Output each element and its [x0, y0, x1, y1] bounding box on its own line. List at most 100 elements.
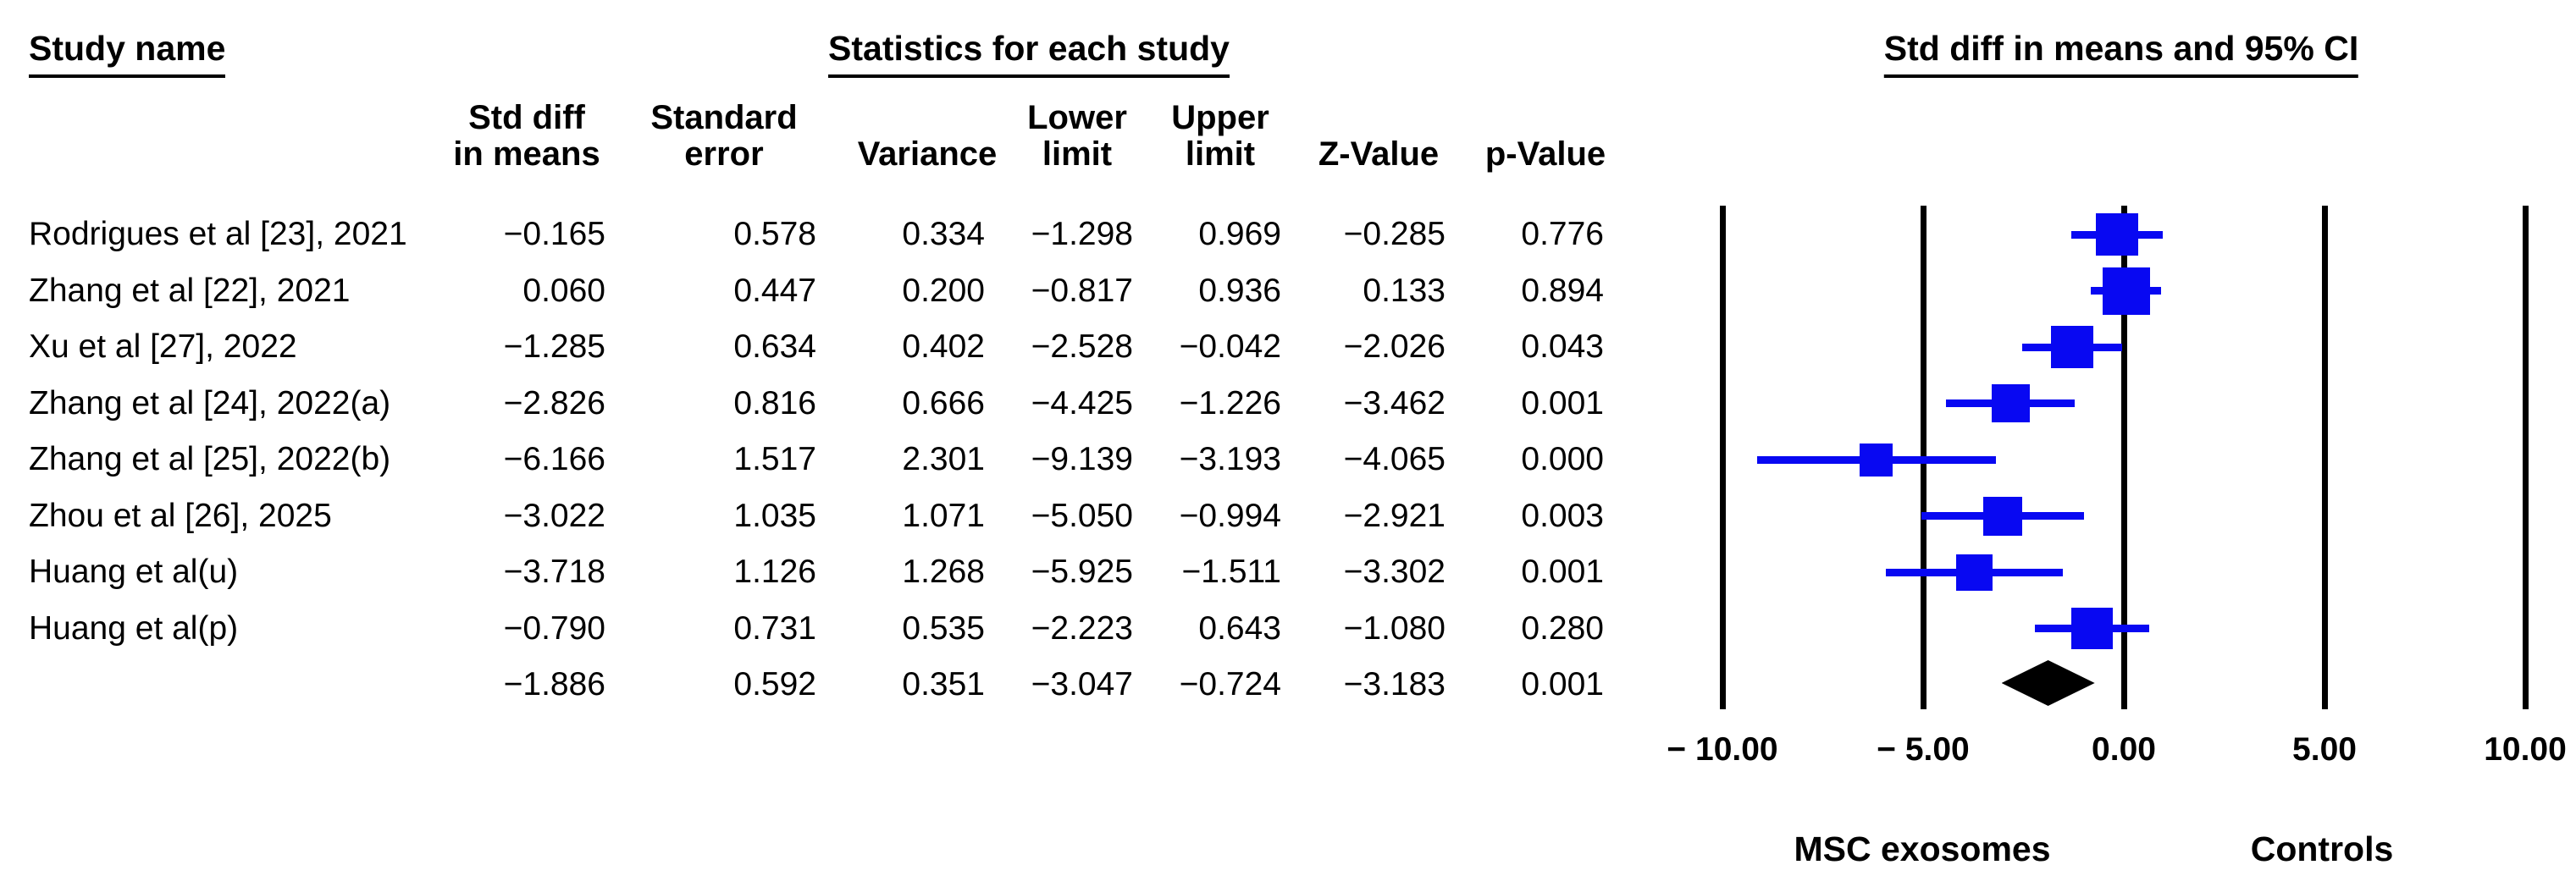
- column-header-line2: Z-Value: [1318, 135, 1440, 173]
- stat-value-cell: −3.462: [1343, 384, 1446, 421]
- column-header: Lower limit: [1027, 100, 1127, 173]
- column-header: p-Value: [1485, 136, 1606, 173]
- effect-size-square: [1956, 554, 1993, 591]
- column-header: Z-Value: [1318, 136, 1439, 173]
- stat-value-cell: −0.994: [1179, 497, 1281, 534]
- stat-value-cell: 0.060: [522, 272, 605, 309]
- ci-plot-title: Std diff in means and 95% CI: [1883, 29, 2359, 78]
- forest-gridline: [2522, 206, 2529, 709]
- stat-value-cell: −0.042: [1179, 328, 1281, 365]
- stat-value-cell: 0.043: [1521, 328, 1604, 365]
- stat-value-cell: −2.026: [1343, 328, 1446, 365]
- study-name-cell: Zhang et al [24], 2022(a): [29, 384, 391, 421]
- stat-value-cell: 0.535: [902, 609, 985, 647]
- stat-value-cell: −1.886: [503, 666, 605, 702]
- stat-value-cell: 0.816: [733, 384, 816, 421]
- stat-value-cell: 1.035: [733, 497, 816, 534]
- forest-gridline: [2321, 206, 2328, 709]
- study-name-cell: Huang et al(u): [29, 554, 239, 590]
- stat-value-cell: −0.724: [1179, 666, 1281, 702]
- stat-value-cell: −6.166: [503, 441, 605, 477]
- summary-diamond: [2001, 660, 2095, 706]
- stat-value-cell: 2.301: [902, 441, 985, 477]
- stat-value-cell: 0.731: [733, 609, 816, 647]
- stat-value-cell: −3.022: [503, 497, 605, 534]
- column-header-line2: limit: [1185, 135, 1256, 173]
- effect-size-square: [2051, 326, 2094, 368]
- column-header: Standard error: [650, 100, 797, 173]
- stat-value-cell: 0.001: [1521, 384, 1604, 421]
- stat-value-cell: −0.165: [503, 216, 605, 252]
- stat-value-cell: −0.285: [1343, 216, 1446, 252]
- stat-value-cell: −0.790: [503, 609, 605, 647]
- stat-value-cell: 0.001: [1521, 554, 1604, 590]
- column-header-line1: Std diff: [468, 99, 585, 136]
- column-header: Std diff in means: [453, 100, 600, 173]
- stat-value-cell: 1.268: [902, 554, 985, 590]
- study-name-cell: Zhang et al [22], 2021: [29, 272, 351, 309]
- stat-value-cell: −1.298: [1031, 216, 1133, 252]
- stat-value-cell: −3.302: [1343, 554, 1446, 590]
- study-name-cell: Rodrigues et al [23], 2021: [29, 216, 407, 252]
- statistics-section-title: Statistics for each study: [828, 29, 1230, 78]
- effect-size-square: [1982, 496, 2022, 536]
- stat-value-cell: 0.634: [733, 328, 816, 365]
- stat-value-cell: 1.126: [733, 554, 816, 590]
- stat-value-cell: 0.643: [1198, 609, 1281, 647]
- group-label-msc-exosomes: MSC exosomes: [1794, 829, 2051, 868]
- column-header-line2: p-Value: [1484, 135, 1606, 173]
- stat-value-cell: 0.578: [733, 216, 816, 252]
- stat-value-cell: −5.925: [1031, 554, 1133, 590]
- stat-value-cell: 0.133: [1363, 272, 1446, 309]
- x-axis-tick-label: 0.00: [2092, 731, 2156, 768]
- stat-value-cell: 0.969: [1198, 216, 1281, 252]
- stat-value-cell: −2.826: [503, 384, 605, 421]
- stat-value-cell: −0.817: [1031, 272, 1133, 309]
- stat-value-cell: 0.000: [1521, 441, 1604, 477]
- effect-size-square: [1860, 443, 1893, 477]
- effect-size-square: [1991, 384, 2030, 422]
- forest-gridline: [1719, 206, 1726, 709]
- group-label-controls: Controls: [2250, 829, 2394, 868]
- stat-value-cell: −1.080: [1343, 609, 1446, 647]
- forest-gridline: [2120, 206, 2127, 709]
- effect-size-square: [2096, 213, 2139, 256]
- stat-value-cell: −2.528: [1031, 328, 1133, 365]
- column-header-line1: Upper: [1171, 99, 1269, 136]
- stat-value-cell: −4.065: [1343, 441, 1446, 477]
- x-axis-tick-label: − 10.00: [1667, 731, 1778, 768]
- stat-value-cell: 0.200: [902, 272, 985, 309]
- stat-value-cell: −3.718: [503, 554, 605, 590]
- column-header-line2: limit: [1042, 135, 1113, 173]
- effect-size-square: [2071, 608, 2114, 649]
- stat-value-cell: −5.050: [1031, 497, 1133, 534]
- stat-value-cell: −4.425: [1031, 384, 1133, 421]
- stat-value-cell: 0.351: [902, 666, 985, 702]
- stat-value-cell: −9.139: [1031, 441, 1133, 477]
- stat-value-cell: −3.183: [1343, 666, 1446, 702]
- stat-value-cell: 1.071: [902, 497, 985, 534]
- stat-value-cell: −2.223: [1031, 609, 1133, 647]
- study-name-cell: Xu et al [27], 2022: [29, 328, 297, 365]
- column-header-line2: Variance: [857, 135, 998, 173]
- stat-value-cell: 0.894: [1521, 272, 1604, 309]
- stat-value-cell: −3.047: [1031, 666, 1133, 702]
- stat-value-cell: −2.921: [1343, 497, 1446, 534]
- effect-size-square: [2102, 267, 2150, 315]
- stat-value-cell: −1.285: [503, 328, 605, 365]
- stat-value-cell: 0.592: [733, 666, 816, 702]
- stat-value-cell: 0.334: [902, 216, 985, 252]
- stat-value-cell: 0.402: [902, 328, 985, 365]
- column-header-line1: Standard: [650, 99, 798, 136]
- stat-value-cell: −1.511: [1181, 554, 1281, 590]
- column-header-line2: error: [684, 135, 764, 173]
- column-header-line2: in means: [453, 135, 600, 173]
- column-header: Upper limit: [1171, 100, 1269, 173]
- study-name-cell: Huang et al(p): [29, 609, 239, 647]
- stat-value-cell: 0.280: [1521, 609, 1604, 647]
- stat-value-cell: 0.776: [1521, 216, 1604, 252]
- column-header-line1: Lower: [1027, 99, 1127, 136]
- stat-value-cell: 0.936: [1198, 272, 1281, 309]
- study-name-column-title: Study name: [29, 29, 226, 78]
